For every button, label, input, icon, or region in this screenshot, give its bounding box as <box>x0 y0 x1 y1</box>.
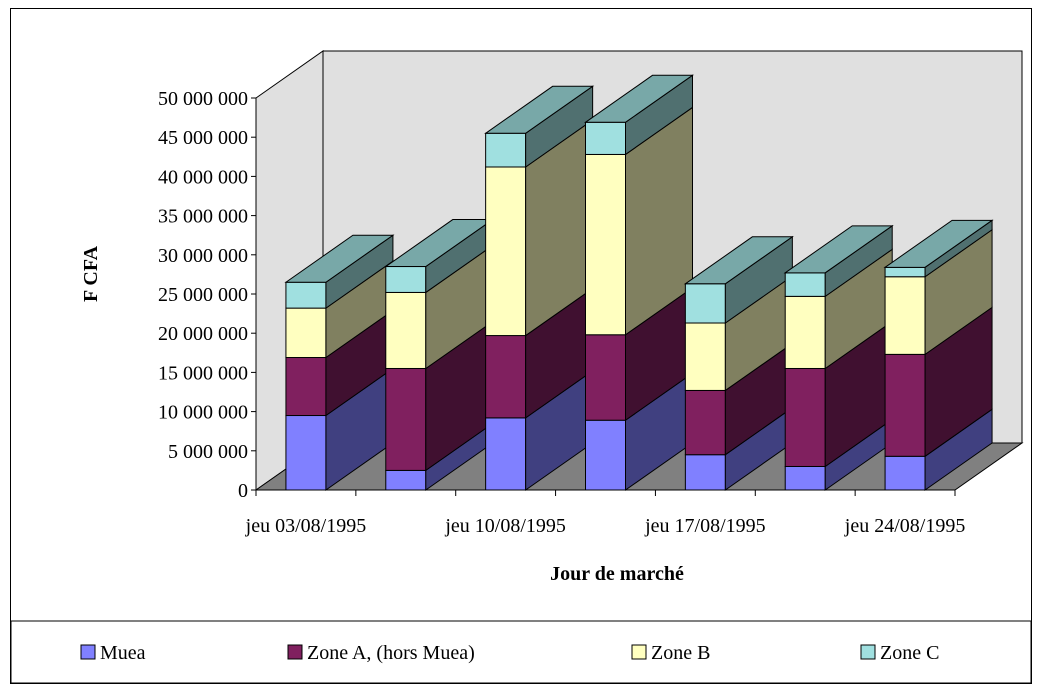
bar-segment <box>684 283 726 324</box>
legend-label: Zone B <box>651 642 710 664</box>
y-tick-label: 25 000 000 <box>158 284 248 306</box>
bar-segment <box>884 353 926 457</box>
bar-stack <box>384 218 495 491</box>
bar-segment <box>285 307 327 359</box>
bar-segment <box>485 132 527 168</box>
bar-stack <box>583 74 695 491</box>
bar-segment <box>784 272 826 297</box>
bar-segment <box>684 454 726 491</box>
bar-stack <box>284 234 395 491</box>
legend-swatch <box>860 644 876 660</box>
bar-segment <box>585 121 626 155</box>
x-axis: jeu 03/08/1995 jeu 10/08/1995 jeu 17/08/19… <box>245 489 966 537</box>
bar-segment <box>385 469 427 491</box>
x-tick-label: jeu 03/08/1995 <box>245 515 367 537</box>
bar-stack <box>783 224 894 491</box>
bars <box>284 74 994 491</box>
y-tick-label: 45 000 000 <box>158 127 248 149</box>
legend-swatch <box>287 644 303 660</box>
x-tick-label: jeu 10/08/1995 <box>444 515 566 537</box>
legend-box <box>10 620 1032 684</box>
bar-segment <box>784 367 826 467</box>
legend-swatch <box>631 644 647 660</box>
bar-segment <box>585 419 626 491</box>
bar-segment <box>884 276 926 355</box>
bar-segment <box>585 334 626 421</box>
y-tick-label: 30 000 000 <box>158 245 248 267</box>
bar-top <box>583 74 695 123</box>
legend-label: Zone A, (hors Muea) <box>307 642 475 664</box>
y-tick-label: 5 000 000 <box>168 441 248 463</box>
bar-segment <box>385 266 427 293</box>
y-tick-label: 40 000 000 <box>158 166 248 188</box>
y-axis-title: F CFA <box>80 245 102 302</box>
bar-segment <box>684 389 726 456</box>
bar-top <box>783 225 894 274</box>
legend: Muea Zone A, (hors Muea) Zone B Zone C <box>10 620 1032 684</box>
bar-top <box>883 219 994 268</box>
bar-segment <box>684 322 726 391</box>
x-tick-label: jeu 24/08/1995 <box>844 515 966 537</box>
chart-frame: 0 5 000 000 10 000 000 15 000 000 20 000 000… <box>10 8 1032 684</box>
bar-segment <box>485 335 527 419</box>
bar-stack <box>484 85 595 491</box>
bar-segment <box>585 153 626 336</box>
y-tick-label: 50 000 000 <box>158 88 248 110</box>
legend-swatch <box>80 644 96 660</box>
bar-segment <box>784 465 826 491</box>
y-axis: 0 5 000 000 10 000 000 15 000 000 20 000 000… <box>158 88 257 502</box>
x-axis-title: Jour de marché <box>550 563 684 585</box>
bar-segment <box>884 266 926 278</box>
bar-segment <box>385 367 427 471</box>
stacked-3d-bar-chart: 0 5 000 000 10 000 000 15 000 000 20 000 000… <box>10 50 1032 684</box>
y-tick-label: 0 <box>238 480 248 502</box>
y-tick-label: 35 000 000 <box>158 206 248 228</box>
bar-stack <box>883 219 994 491</box>
bar-stack <box>683 235 794 491</box>
bar-segment <box>385 291 427 369</box>
bar-top <box>284 234 395 283</box>
y-tick-label: 15 000 000 <box>158 362 248 384</box>
legend-label: Zone C <box>880 642 939 664</box>
bar-segment <box>884 455 926 491</box>
y-tick-label: 10 000 000 <box>158 402 248 424</box>
bar-top <box>484 85 595 134</box>
y-tick-label: 20 000 000 <box>158 323 248 345</box>
legend-label: Muea <box>100 642 146 664</box>
bar-top <box>683 236 794 285</box>
bar-segment <box>485 417 527 491</box>
bar-segment <box>285 357 327 417</box>
bar-segment <box>285 415 327 491</box>
bar-segment <box>784 295 826 369</box>
bar-segment <box>285 281 327 309</box>
bar-segment <box>485 166 527 337</box>
x-tick-label: jeu 17/08/1995 <box>644 515 766 537</box>
